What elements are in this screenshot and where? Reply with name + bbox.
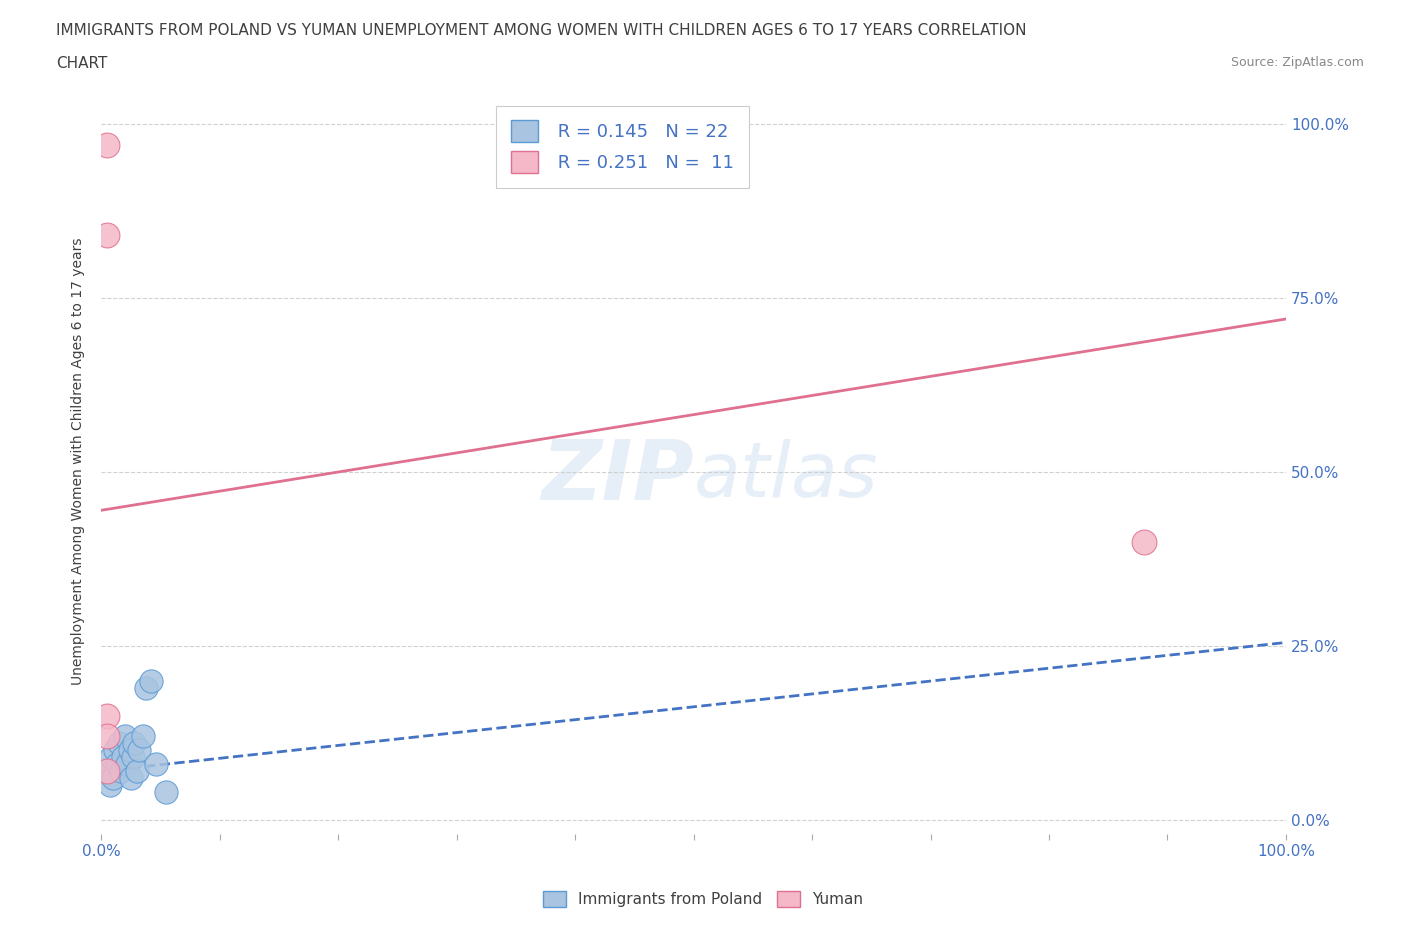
Text: ZIP: ZIP — [541, 436, 693, 517]
Point — [96, 764, 118, 778]
Point — [135, 680, 157, 695]
Point — [100, 750, 122, 764]
Point — [111, 750, 134, 764]
Text: CHART: CHART — [56, 56, 108, 71]
Point — [145, 757, 167, 772]
Point — [101, 771, 124, 786]
Legend:  R = 0.145   N = 22,  R = 0.251   N =  11: R = 0.145 N = 22, R = 0.251 N = 11 — [496, 106, 748, 188]
Point — [105, 757, 128, 772]
Text: Source: ZipAtlas.com: Source: ZipAtlas.com — [1230, 56, 1364, 69]
Point — [110, 764, 132, 778]
Point — [128, 743, 150, 758]
Point — [114, 729, 136, 744]
Point — [96, 228, 118, 243]
Text: IMMIGRANTS FROM POLAND VS YUMAN UNEMPLOYMENT AMONG WOMEN WITH CHILDREN AGES 6 TO: IMMIGRANTS FROM POLAND VS YUMAN UNEMPLOY… — [56, 23, 1026, 38]
Point — [122, 750, 145, 764]
Legend: Immigrants from Poland, Yuman: Immigrants from Poland, Yuman — [537, 884, 869, 913]
Point — [96, 764, 118, 778]
Point — [125, 764, 148, 778]
Point — [96, 729, 118, 744]
Point — [124, 736, 146, 751]
Point — [108, 736, 131, 751]
Point — [118, 743, 141, 758]
Point — [96, 708, 118, 723]
Point — [139, 673, 162, 688]
Point — [120, 771, 142, 786]
Point — [117, 757, 139, 772]
Text: atlas: atlas — [693, 440, 879, 513]
Point — [104, 743, 127, 758]
Point — [131, 729, 153, 744]
Y-axis label: Unemployment Among Women with Children Ages 6 to 17 years: Unemployment Among Women with Children A… — [72, 238, 86, 685]
Point — [155, 785, 177, 800]
Point — [1133, 534, 1156, 549]
Point — [98, 777, 121, 792]
Point — [96, 138, 118, 153]
Point — [652, 117, 675, 132]
